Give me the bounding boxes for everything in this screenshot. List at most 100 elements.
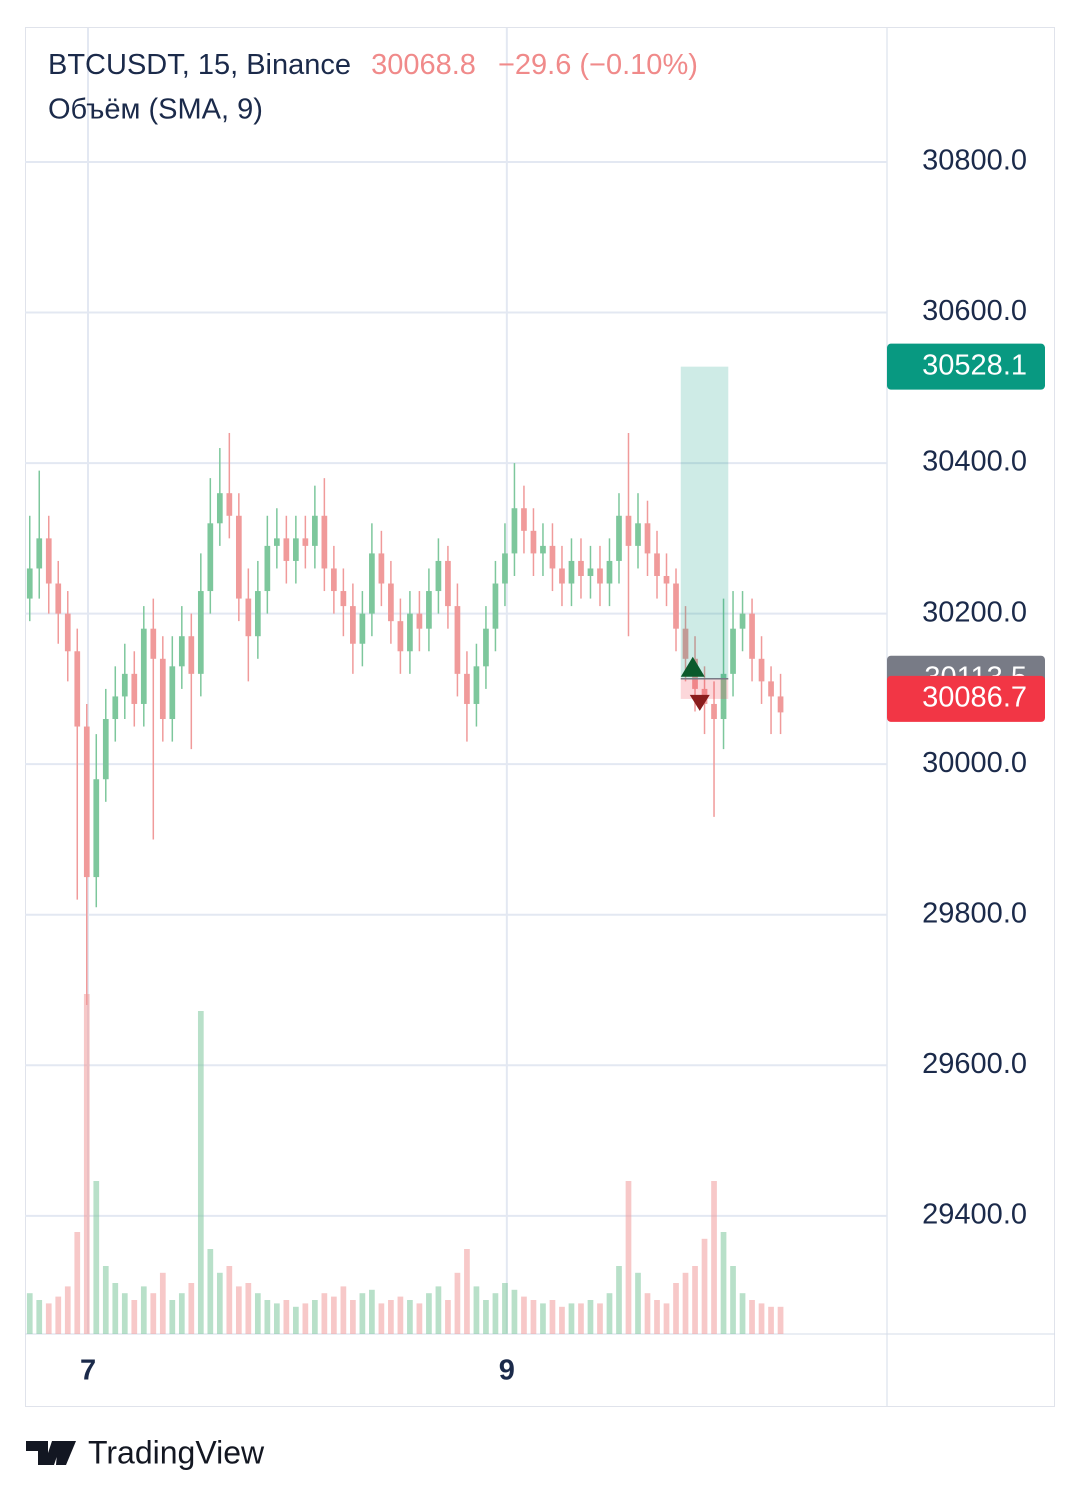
volume-bar xyxy=(445,1300,451,1334)
candle-body xyxy=(359,613,366,644)
candle-body xyxy=(549,545,556,569)
volume-bar xyxy=(673,1283,679,1334)
volume-bar xyxy=(739,1293,746,1334)
candle-body xyxy=(663,575,670,584)
volume-bar xyxy=(131,1300,138,1334)
candle-body xyxy=(340,591,347,607)
candle-body xyxy=(102,719,109,780)
volume-bar xyxy=(388,1300,394,1334)
candle-body xyxy=(93,779,100,878)
volume-bar xyxy=(140,1286,147,1334)
candle-body xyxy=(293,538,299,561)
candle-body xyxy=(597,568,603,584)
candle-body xyxy=(207,523,214,592)
candle-body xyxy=(606,560,613,584)
volume-bar xyxy=(768,1306,774,1334)
candle-body xyxy=(321,515,328,569)
candle-body xyxy=(625,515,632,546)
volume-bar xyxy=(293,1306,299,1334)
volume-bar xyxy=(521,1296,527,1334)
candle-body xyxy=(426,591,432,629)
candle-body xyxy=(530,530,537,554)
candle-body xyxy=(302,538,309,546)
candle-body xyxy=(777,696,784,713)
volume-bar xyxy=(178,1293,185,1334)
volume-bar xyxy=(606,1293,613,1334)
candle-body xyxy=(226,493,233,516)
candle-body xyxy=(312,515,318,546)
volume-bar xyxy=(216,1272,223,1334)
volume-bar xyxy=(274,1303,280,1334)
candle-body xyxy=(150,628,157,659)
volume-bar xyxy=(226,1266,233,1334)
position-profit-zone xyxy=(680,366,729,679)
candle-body xyxy=(407,613,413,652)
volume-bar xyxy=(492,1293,499,1334)
volume-bar xyxy=(473,1286,480,1334)
candle-body xyxy=(197,591,204,674)
candle-body xyxy=(131,673,138,704)
y-tick-label: 30000.0 xyxy=(922,747,1027,779)
volume-bar xyxy=(102,1266,109,1334)
candle-body xyxy=(711,703,717,720)
volume-bar xyxy=(169,1300,176,1334)
candle-body xyxy=(673,583,679,629)
volume-bar xyxy=(777,1306,784,1334)
buy-marker xyxy=(680,656,705,677)
candle-body xyxy=(483,628,489,667)
volume-bar xyxy=(83,994,90,1334)
price-tag xyxy=(887,675,1045,722)
candle-body xyxy=(388,583,394,622)
symbol-title: BTCUSDT, 15, Binance xyxy=(48,49,351,81)
candle-body xyxy=(188,636,195,674)
candle-body xyxy=(616,515,622,561)
volume-bar xyxy=(254,1293,261,1334)
candle-body xyxy=(283,538,290,561)
position-loss-zone xyxy=(680,678,729,699)
volume-bar xyxy=(654,1300,660,1334)
candle-body xyxy=(635,523,641,546)
price-change: −29.6 (−0.10%) xyxy=(498,49,698,81)
volume-bar xyxy=(45,1303,52,1334)
candle-body xyxy=(112,696,119,720)
price-tag-label: 30086.7 xyxy=(922,682,1027,714)
y-tick-label: 30600.0 xyxy=(922,295,1027,327)
candle-body xyxy=(502,553,508,584)
volume-bar xyxy=(454,1272,461,1334)
x-tick-label: 7 xyxy=(80,1355,96,1387)
candle-body xyxy=(416,613,423,629)
candle-body xyxy=(682,628,689,659)
volume-bar xyxy=(720,1232,727,1334)
volume-bar xyxy=(559,1306,565,1334)
candle-body xyxy=(492,583,499,629)
candle-body xyxy=(578,560,584,576)
candle-body xyxy=(540,545,546,554)
volume-bar xyxy=(207,1249,214,1334)
candle-body xyxy=(473,666,480,704)
volume-bar xyxy=(749,1300,755,1334)
volume-bar xyxy=(378,1303,385,1334)
volume-bar xyxy=(578,1303,584,1334)
candle-body xyxy=(36,538,43,569)
candle-body xyxy=(264,545,271,592)
price-tag-label: 30528.1 xyxy=(922,349,1027,381)
candle-body xyxy=(397,621,404,652)
volume-bar xyxy=(245,1283,252,1334)
volume-bar xyxy=(511,1289,518,1334)
candle-body xyxy=(511,508,518,554)
volume-bar xyxy=(701,1238,708,1334)
volume-bar xyxy=(587,1300,594,1334)
volume-bar xyxy=(26,1293,33,1334)
volume-bar xyxy=(644,1293,651,1334)
candle-body xyxy=(749,613,755,659)
candle-body xyxy=(216,493,223,524)
volume-bar xyxy=(188,1283,195,1334)
volume-bar xyxy=(369,1289,375,1334)
logo-mark xyxy=(26,1441,76,1465)
x-tick-label: 9 xyxy=(499,1355,515,1387)
candle-body xyxy=(435,560,442,592)
volume-bar xyxy=(359,1293,366,1334)
candle-body xyxy=(45,538,52,584)
volume-bar xyxy=(758,1303,765,1334)
